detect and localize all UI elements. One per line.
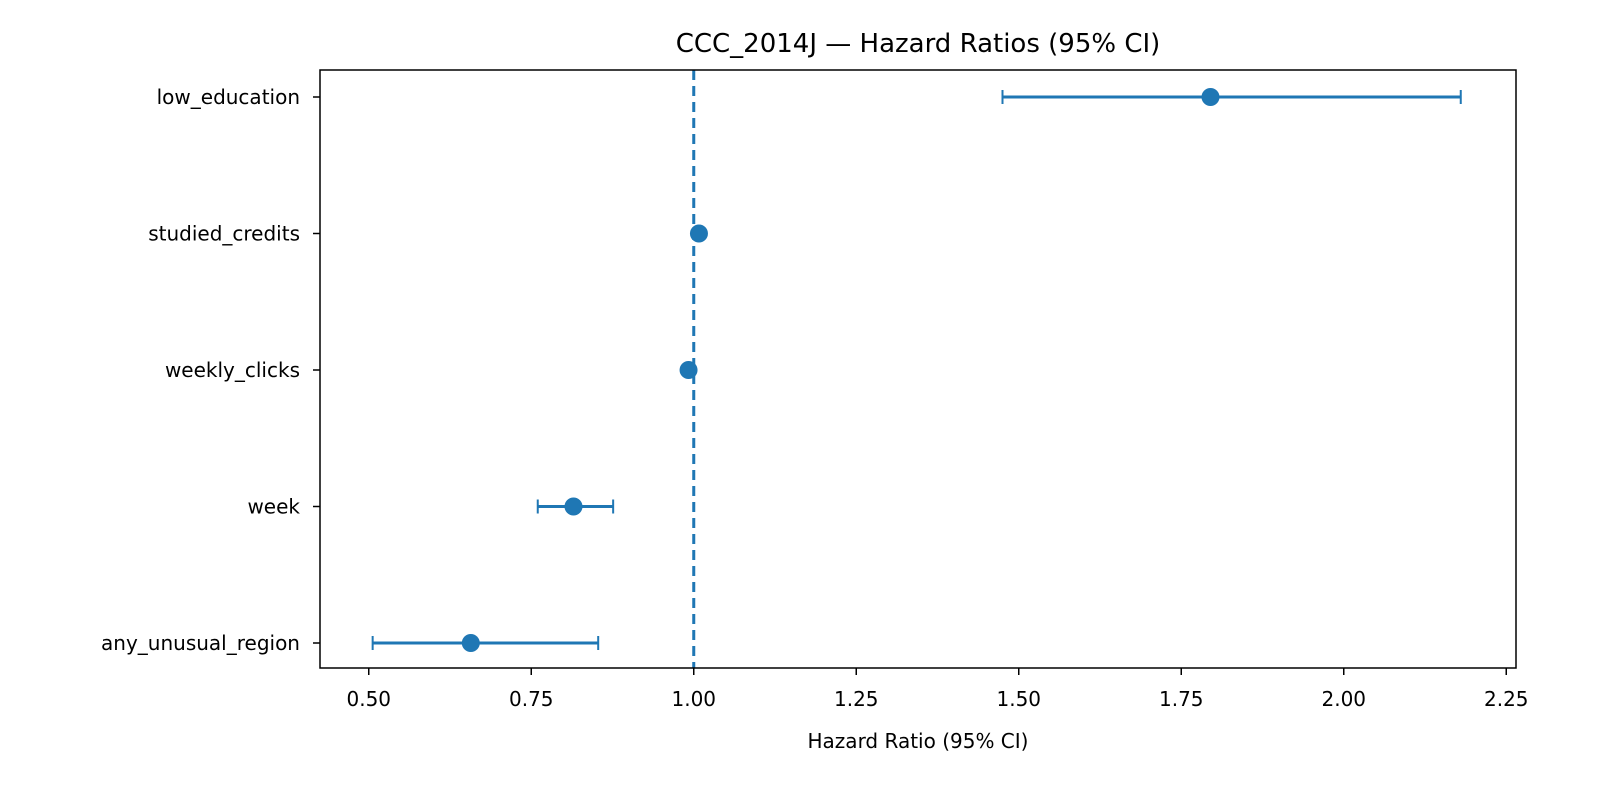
hazard-ratio-point [461,634,480,652]
y-tick-label: low_education [157,85,300,109]
chart-title: CCC_2014J — Hazard Ratios (95% CI) [676,29,1161,59]
x-tick-label: 1.25 [834,687,879,711]
hazard-ratio-point [1201,88,1220,106]
y-tick-label: weekly_clicks [165,358,300,382]
x-tick-label: 1.50 [996,687,1041,711]
estimate-row-low-education [1001,88,1462,106]
x-tick-label: 1.75 [1159,687,1204,711]
y-tick-label: week [247,495,300,519]
y-tick-label: any_unusual_region [101,631,300,655]
hazard-ratio-point [679,361,698,379]
y-tick-label: studied_credits [148,222,300,246]
x-axis-label: Hazard Ratio (95% CI) [808,729,1029,753]
hazard-ratio-point [564,497,583,516]
plot-area: 0.50 0.75 1.00 1.25 1.50 1.75 2.00 2.25 low_educ… [101,70,1529,711]
x-tick-label: 2.25 [1484,687,1529,711]
estimate-row-weekly-clicks [679,361,698,379]
estimate-row-week [536,497,615,516]
estimate-row-any-unusual-region [371,634,600,652]
estimate-row-studied-credits [689,224,708,243]
plot-frame [319,69,1517,669]
x-tick-label: 1.00 [671,687,716,711]
x-tick-label: 0.50 [346,687,391,711]
x-tick-label: 0.75 [509,687,554,711]
hazard-ratio-point [689,224,708,243]
x-tick-label: 2.00 [1321,687,1366,711]
